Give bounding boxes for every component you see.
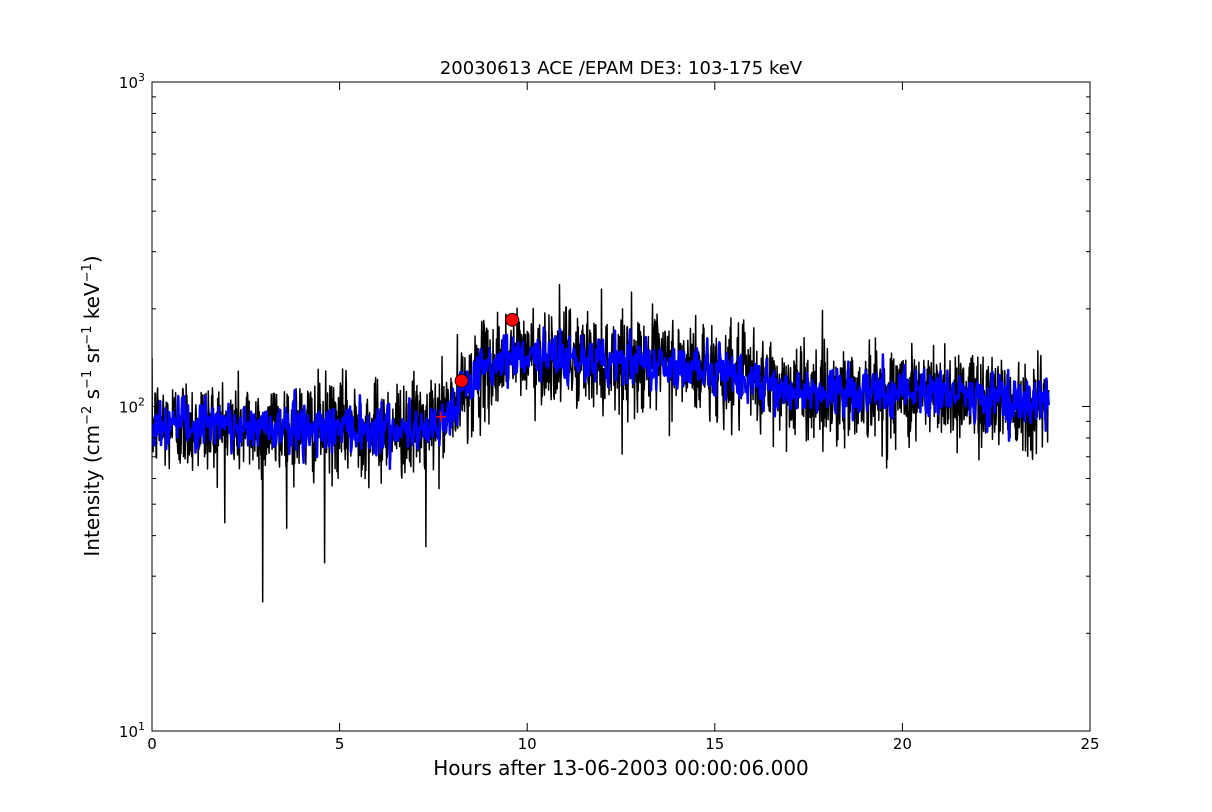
x-axis: 0 5 10 15 20 25 [147, 82, 1100, 753]
chart-title: 20030613 ACE /EPAM DE3: 103-175 keV [440, 58, 803, 79]
x-tick-label: 5 [335, 735, 345, 753]
x-tick-label: 15 [705, 735, 724, 753]
y-axis: 101 102 103 [119, 71, 1090, 741]
x-tick-label: 25 [1080, 735, 1099, 753]
y-tick-label: 102 [119, 396, 145, 417]
x-tick-label: 0 [147, 735, 157, 753]
y-tick-label: 101 [119, 720, 145, 741]
marker-layer [435, 312, 520, 422]
y-axis-label: Intensity (cm−2 s−1 sr−1 keV−1) [80, 255, 104, 556]
y-tick-label: 103 [119, 71, 145, 92]
series-line-2 [152, 326, 1050, 471]
x-tick-label: 20 [893, 735, 912, 753]
event-marker-3 [435, 411, 446, 422]
event-marker-2 [505, 312, 520, 327]
event-marker-1 [454, 373, 469, 388]
x-tick-label: 10 [518, 735, 537, 753]
series-layer [152, 283, 1050, 603]
x-axis-label: Hours after 13-06-2003 00:00:06.000 [433, 756, 809, 780]
